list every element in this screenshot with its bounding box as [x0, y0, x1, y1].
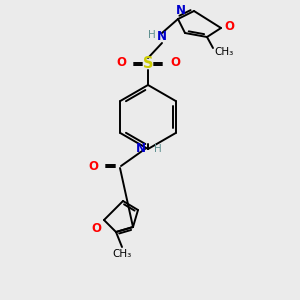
Text: CH₃: CH₃	[112, 249, 132, 259]
Text: O: O	[88, 160, 98, 173]
Text: O: O	[116, 56, 126, 70]
Text: N: N	[136, 142, 146, 155]
Text: H: H	[154, 144, 162, 154]
Text: S: S	[143, 56, 153, 70]
Text: CH₃: CH₃	[214, 47, 233, 57]
Text: O: O	[170, 56, 180, 70]
Text: N: N	[157, 31, 167, 44]
Text: O: O	[91, 222, 101, 235]
Text: O: O	[224, 20, 234, 34]
Text: H: H	[148, 30, 156, 40]
Text: N: N	[176, 4, 186, 16]
